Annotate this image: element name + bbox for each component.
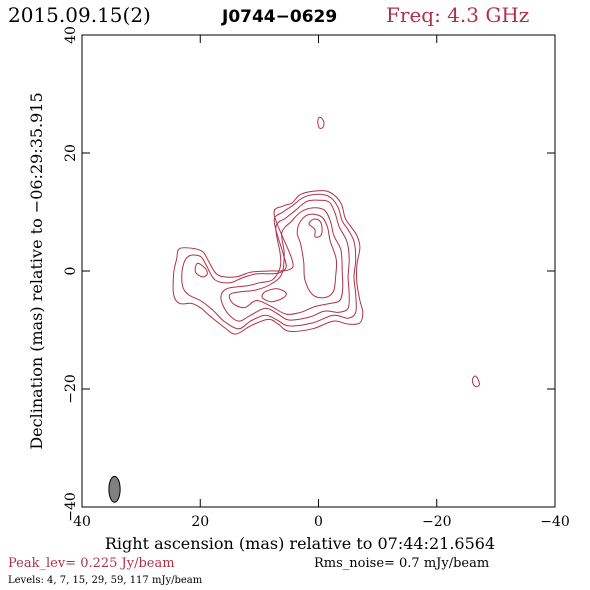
y-tick-label: 40: [63, 26, 79, 44]
peak-level: Peak_lev= 0.225 Jy/beam: [8, 556, 175, 571]
plot-frame: [81, 34, 556, 508]
axis-ticks: [81, 34, 556, 508]
x-tick-label: −40: [540, 514, 570, 530]
contour-level-59: [296, 213, 338, 299]
contour-lines: [172, 116, 480, 388]
y-tick-label: 20: [63, 144, 79, 162]
beam-ellipse: [108, 475, 121, 503]
x-tick-label: 0: [314, 514, 323, 530]
contour-level-15: [220, 199, 350, 322]
contour-level-15: [194, 262, 208, 278]
x-tick-label: 40: [73, 514, 91, 530]
y-tick-label: −40: [63, 492, 79, 522]
axis-tick-labels: 40 20 0 −20 −40 −40 −20 0 20 40: [63, 26, 570, 530]
contour-level-4: [317, 116, 325, 129]
beam-ellipse-group: [108, 475, 121, 503]
y-tick-label: −20: [63, 374, 79, 404]
source-name: J0744−0629: [221, 7, 337, 27]
contour-levels: Levels: 4, 7, 15, 29, 59, 117 mJy/beam: [8, 575, 203, 586]
y-axis-label: Declination (mas) relative to −06:29:35.…: [27, 92, 46, 449]
contour-level-59: [261, 288, 287, 303]
contour-level-7: [181, 193, 357, 330]
contour-level-4: [172, 190, 364, 335]
contour-level-4: [471, 375, 480, 388]
observation-date: 2015.09.15(2): [8, 3, 151, 27]
x-tick-label: 20: [191, 514, 209, 530]
x-axis-label: Right ascension (mas) relative to 07:44:…: [105, 534, 495, 553]
frequency-label: Freq: 4.3 GHz: [386, 3, 529, 27]
rms-noise: Rms_noise= 0.7 mJy/beam: [314, 556, 489, 571]
y-tick-label: 0: [63, 267, 79, 276]
x-tick-label: −20: [422, 514, 452, 530]
contour-level-29: [228, 207, 344, 315]
contour-level-117: [308, 218, 323, 238]
